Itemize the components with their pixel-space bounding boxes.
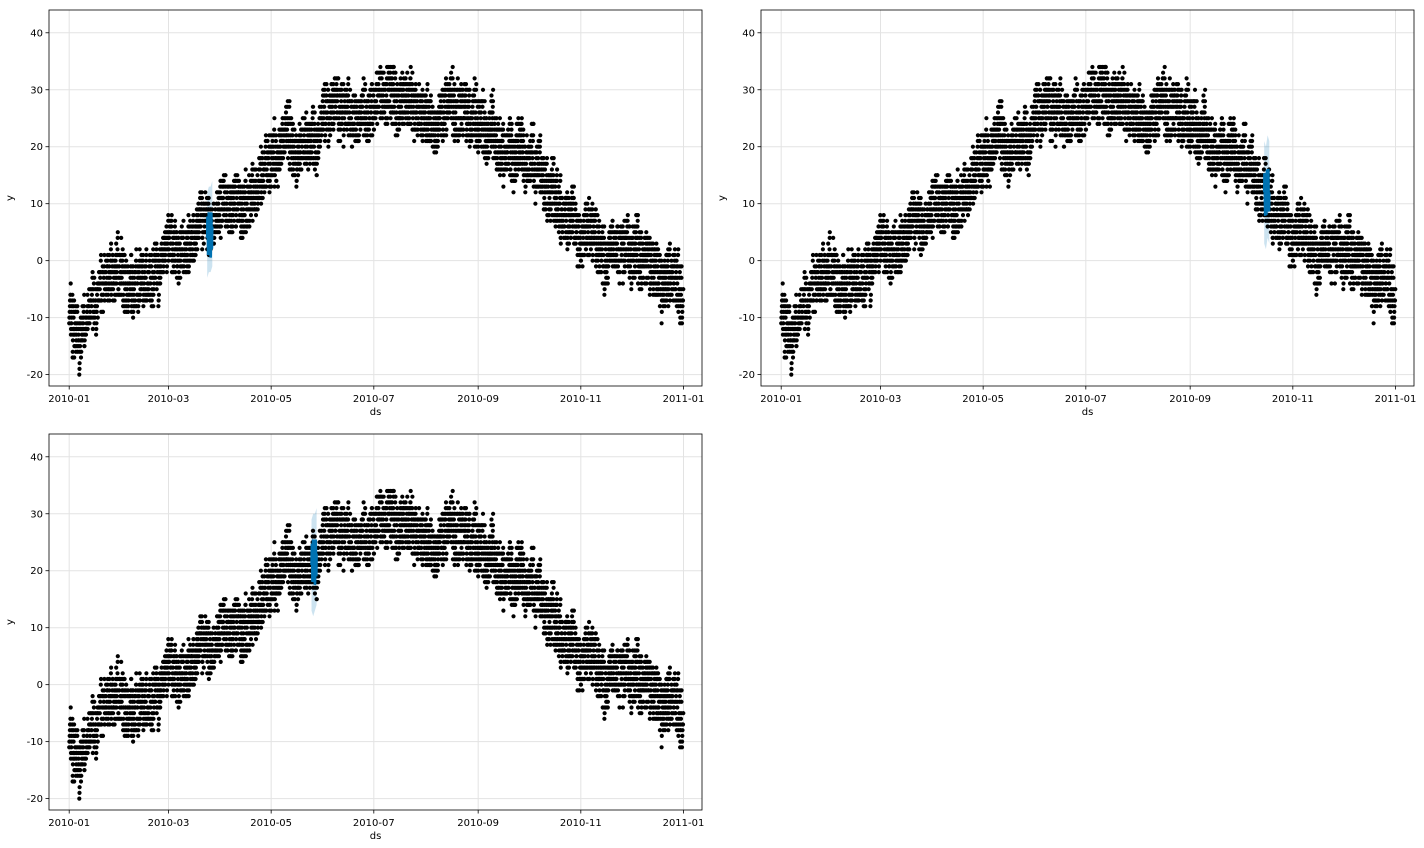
y-tick-label: 40 <box>742 28 755 39</box>
x-tick-label: 2010-01 <box>48 818 90 829</box>
y-tick-label: 10 <box>30 623 43 634</box>
y-axis-label: y <box>5 195 16 201</box>
y-tick-label: 10 <box>742 199 755 210</box>
y-tick-label: 10 <box>30 199 43 210</box>
x-tick-label: 2010-01 <box>48 394 90 405</box>
x-tick-label: 2010-09 <box>457 818 499 829</box>
y-tick-label: -10 <box>27 737 43 748</box>
x-tick-label: 2011-01 <box>1375 394 1417 405</box>
observed-points <box>67 488 686 801</box>
y-tick-label: -10 <box>27 313 43 324</box>
x-tick-label: 2010-05 <box>962 394 1004 405</box>
y-tick-label: 40 <box>30 452 43 463</box>
x-tick-label: 2010-09 <box>1169 394 1211 405</box>
ticks: 2010-01 2010-03 2010-05 2010-07 2010-09 2010-… <box>27 452 705 829</box>
x-tick-label: 2010-05 <box>250 818 292 829</box>
y-tick-label: 0 <box>37 256 43 267</box>
observed-points-layer <box>779 64 1398 377</box>
x-tick-label: 2010-07 <box>353 818 395 829</box>
forecast-yhat-line <box>310 539 318 585</box>
y-tick-label: 0 <box>749 256 755 267</box>
observed-points <box>779 64 1398 377</box>
x-axis-label: ds <box>370 831 382 842</box>
panel-3: 2010-01 2010-03 2010-05 2010-07 2010-09 2010-… <box>5 433 705 842</box>
x-tick-label: 2010-03 <box>148 818 190 829</box>
observed-points-layer <box>67 488 686 801</box>
observed-points <box>67 64 686 377</box>
axes-frame <box>760 9 1415 387</box>
x-tick-label: 2010-07 <box>1065 394 1107 405</box>
x-axis-label: ds <box>370 407 382 418</box>
forecast-yhat-line <box>205 212 214 258</box>
forecast-line-layer <box>205 212 214 258</box>
ticks: 2010-01 2010-03 2010-05 2010-07 2010-09 2010-… <box>27 28 705 405</box>
x-tick-label: 2010-01 <box>760 394 802 405</box>
x-tick-label: 2011-01 <box>663 394 705 405</box>
axes-frame <box>48 433 703 811</box>
y-tick-label: 30 <box>742 85 755 96</box>
y-tick-label: -20 <box>27 794 43 805</box>
x-axis-label: ds <box>1082 407 1094 418</box>
x-tick-label: 2010-07 <box>353 394 395 405</box>
x-tick-label: 2011-01 <box>663 818 705 829</box>
observed-points-layer <box>67 64 686 377</box>
panel-1: 2010-01 2010-03 2010-05 2010-07 2010-09 2010-… <box>5 9 705 418</box>
y-axis-label: y <box>717 195 728 201</box>
x-tick-label: 2010-11 <box>560 818 602 829</box>
x-tick-label: 2010-09 <box>457 394 499 405</box>
x-tick-label: 2010-11 <box>560 394 602 405</box>
y-tick-label: -10 <box>739 313 755 324</box>
forecast-yhat-line <box>1262 168 1271 216</box>
x-tick-label: 2010-03 <box>860 394 902 405</box>
y-tick-label: 20 <box>30 566 43 577</box>
ticks: 2010-01 2010-03 2010-05 2010-07 2010-09 2010-… <box>739 28 1417 405</box>
y-tick-label: 40 <box>30 28 43 39</box>
y-tick-label: 20 <box>30 142 43 153</box>
x-tick-label: 2010-03 <box>148 394 190 405</box>
y-tick-label: 30 <box>30 509 43 520</box>
y-tick-label: 30 <box>30 85 43 96</box>
y-tick-label: 0 <box>37 680 43 691</box>
axes-frame <box>48 9 703 387</box>
x-tick-label: 2010-05 <box>250 394 292 405</box>
panel-2: 2010-01 2010-03 2010-05 2010-07 2010-09 2010-… <box>717 9 1417 418</box>
y-axis-label: y <box>5 619 16 625</box>
y-tick-label: -20 <box>27 370 43 381</box>
forecast-line-layer <box>310 539 318 585</box>
y-tick-label: -20 <box>739 370 755 381</box>
forecast-line-layer <box>1262 168 1271 216</box>
x-tick-label: 2010-11 <box>1272 394 1314 405</box>
y-tick-label: 20 <box>742 142 755 153</box>
